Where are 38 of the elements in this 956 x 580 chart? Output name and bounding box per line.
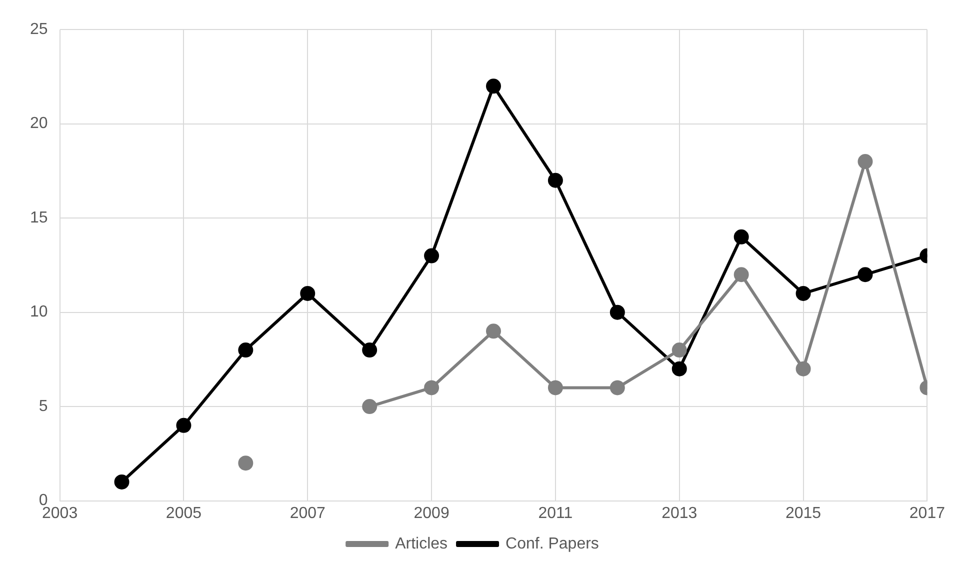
point (672, 342, 687, 358)
point (610, 380, 625, 396)
point (548, 172, 563, 188)
point (300, 286, 316, 301)
x-tick-label: 2015 (785, 504, 822, 522)
x-tick-label: 2011 (538, 504, 573, 522)
point (548, 380, 563, 396)
legend-label: Conf. Papers (506, 535, 599, 552)
point (424, 248, 440, 264)
y-tick-label: 20 (30, 115, 48, 132)
point (610, 304, 625, 320)
point (734, 267, 749, 282)
point (486, 78, 501, 94)
x-tick-label: 2005 (166, 504, 202, 522)
point (672, 361, 687, 376)
legend-label: Articles (395, 535, 448, 552)
point (424, 380, 440, 396)
point (362, 342, 378, 358)
x-tick-label: 2007 (290, 504, 326, 522)
point (238, 342, 254, 358)
point (114, 474, 130, 490)
point (858, 154, 873, 170)
point (858, 267, 873, 282)
point (176, 418, 192, 433)
y-tick-label: 10 (30, 304, 48, 321)
point (734, 229, 749, 244)
x-tick-label: 2017 (909, 504, 946, 522)
point (796, 361, 811, 376)
y-tick-label: 15 (30, 209, 48, 226)
x-tick-label: 2009 (414, 504, 450, 522)
point (486, 324, 501, 339)
point (238, 456, 254, 471)
point (796, 286, 811, 301)
point (362, 399, 378, 414)
y-tick-label: 25 (30, 21, 48, 38)
x-tick-label: 2003 (42, 504, 78, 522)
x-tick-label: 2013 (662, 504, 698, 522)
y-tick-label: 5 (38, 398, 48, 415)
